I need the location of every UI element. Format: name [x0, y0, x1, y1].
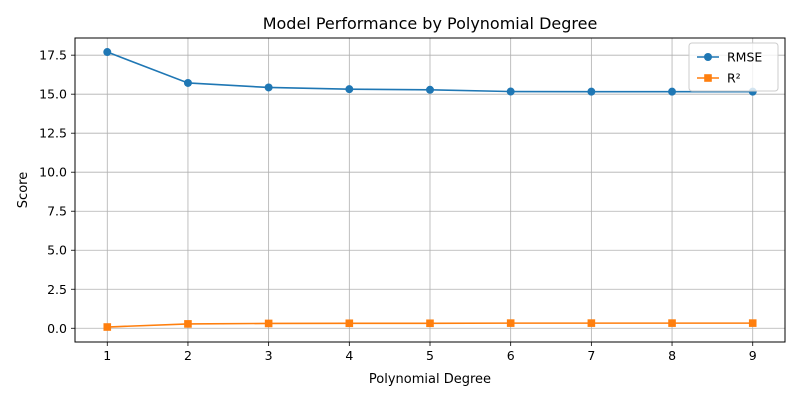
- chart-title: Model Performance by Polynomial Degree: [263, 14, 598, 33]
- y-tick-label: 10.0: [39, 165, 67, 180]
- data-point: [103, 323, 112, 331]
- series-r2: [103, 319, 757, 331]
- grid: [75, 38, 785, 342]
- legend-label: R²: [727, 71, 741, 86]
- data-point: [345, 319, 354, 328]
- data-point: [426, 319, 434, 328]
- x-tick-label: 9: [749, 348, 757, 363]
- data-point: [587, 319, 596, 327]
- data-point: [184, 320, 192, 328]
- x-axis-label: Polynomial Degree: [369, 372, 491, 387]
- data-point: [103, 48, 112, 57]
- data-point: [506, 319, 515, 327]
- data-point: [668, 319, 676, 327]
- legend: RMSE R²: [688, 42, 779, 92]
- x-tick-label: 2: [184, 348, 192, 363]
- data-point: [264, 319, 273, 328]
- legend-marker: [704, 53, 712, 61]
- y-axis-label: Score: [16, 172, 31, 208]
- data-point: [183, 78, 192, 87]
- y-tick-label: 7.5: [47, 204, 67, 219]
- y-tick-label: 5.0: [47, 243, 67, 258]
- data-point: [345, 85, 354, 94]
- y-ticks: 0.0 2.5 5.0 7.5 10.0 12.5 15.0 17.5: [39, 48, 75, 336]
- x-tick-label: 4: [345, 348, 353, 363]
- y-tick-label: 0.0: [47, 321, 67, 336]
- y-tick-label: 12.5: [39, 126, 67, 141]
- series-layer: [103, 48, 757, 331]
- x-tick-label: 1: [103, 348, 111, 363]
- y-tick-label: 17.5: [39, 48, 67, 63]
- legend-item: RMSE: [697, 50, 762, 65]
- legend-marker: [704, 74, 712, 82]
- data-point: [506, 87, 515, 96]
- x-tick-label: 5: [426, 348, 434, 363]
- data-point: [587, 87, 596, 96]
- series-rmse: [103, 48, 757, 96]
- data-point: [264, 83, 273, 92]
- data-point: [668, 87, 677, 96]
- data-point: [426, 85, 434, 94]
- y-tick-label: 2.5: [47, 282, 67, 297]
- legend-label: RMSE: [727, 50, 762, 65]
- x-ticks: 1 2 3 4 5 6 7 8 9: [103, 342, 757, 363]
- legend-item: R²: [697, 71, 741, 86]
- x-tick-label: 3: [265, 348, 273, 363]
- y-tick-label: 15.0: [39, 87, 67, 102]
- x-tick-label: 8: [668, 348, 676, 363]
- data-point: [748, 319, 757, 327]
- x-tick-label: 6: [507, 348, 515, 363]
- x-tick-label: 7: [587, 348, 595, 363]
